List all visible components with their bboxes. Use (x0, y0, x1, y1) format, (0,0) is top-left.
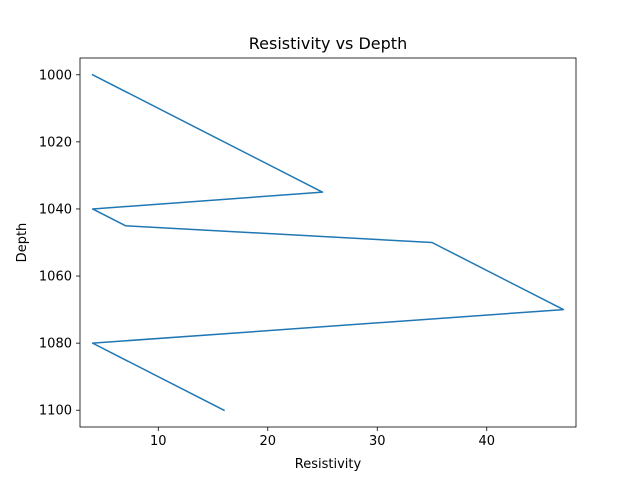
x-tick-label: 20 (260, 434, 277, 449)
y-tick-label: 1020 (39, 135, 72, 150)
y-axis-label: Depth (15, 223, 30, 263)
x-tick-label: 40 (478, 434, 495, 449)
y-tick-label: 1000 (39, 68, 72, 83)
y-tick-label: 1060 (39, 270, 72, 285)
y-tick-label: 1040 (39, 202, 72, 217)
x-axis: 10 20 30 40 (150, 427, 495, 449)
plot-frame (79, 57, 577, 428)
series-line (91, 73, 565, 412)
y-axis: 1000 1020 1040 1060 1080 1100 (39, 68, 80, 419)
x-axis-label: Resistivity (295, 457, 362, 472)
chart-title: Resistivity vs Depth (249, 34, 407, 53)
y-tick-label: 1080 (39, 337, 72, 352)
x-tick-label: 10 (150, 434, 167, 449)
x-tick-label: 30 (369, 434, 386, 449)
y-tick-label: 1100 (39, 404, 72, 419)
